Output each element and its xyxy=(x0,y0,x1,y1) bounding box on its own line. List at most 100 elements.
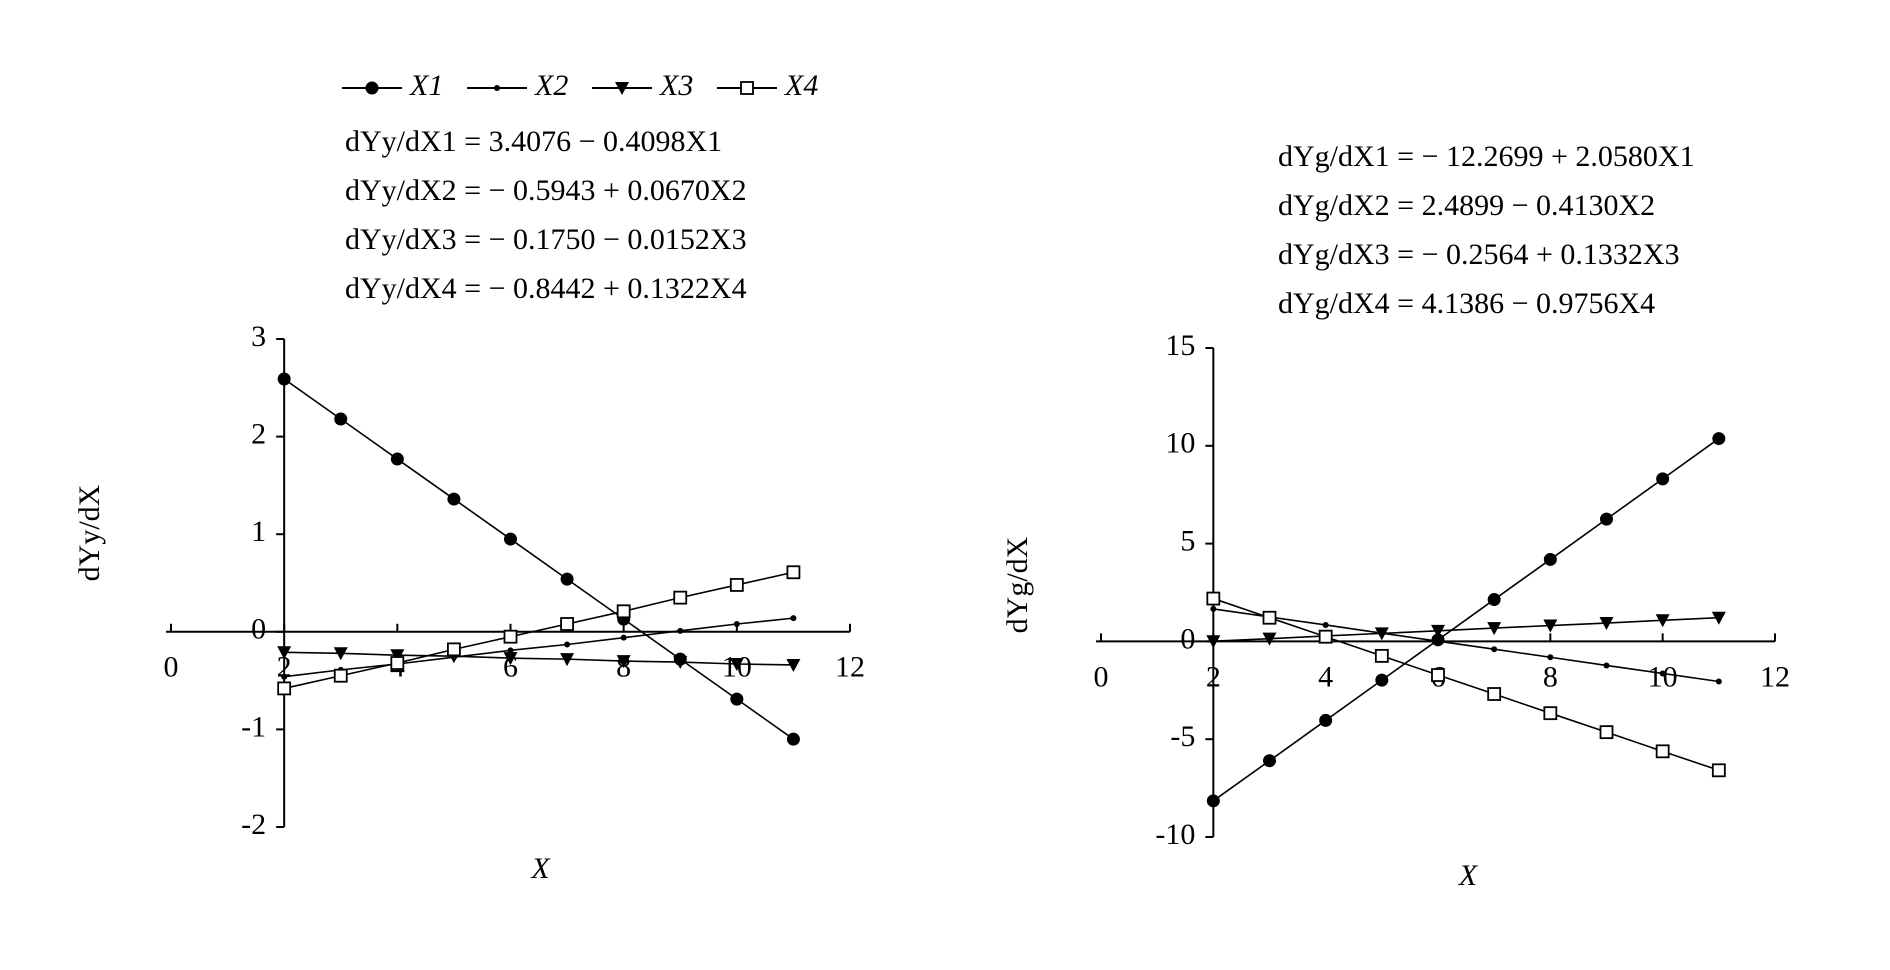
marker xyxy=(1600,512,1613,526)
y-axis-label: dYg/dX xyxy=(1001,536,1034,633)
marker xyxy=(333,668,348,683)
marker xyxy=(560,572,574,586)
marker xyxy=(1543,706,1558,721)
marker xyxy=(1487,622,1502,636)
y-tick-label: -5 xyxy=(1170,720,1195,753)
marker xyxy=(1206,635,1221,649)
marker xyxy=(616,604,631,619)
marker xyxy=(494,85,500,91)
marker xyxy=(1375,673,1389,687)
marker xyxy=(1656,472,1670,486)
marker xyxy=(1487,687,1502,701)
y-tick-label: 0 xyxy=(1180,622,1195,655)
marker xyxy=(1603,662,1610,669)
series-line xyxy=(1213,616,1719,643)
marker xyxy=(390,452,404,466)
marker xyxy=(281,673,288,680)
y-axis-label: dYy/dX xyxy=(73,484,106,581)
series-line xyxy=(284,617,794,678)
marker xyxy=(560,653,575,667)
marker xyxy=(1262,632,1277,646)
x-tick-label: 4 xyxy=(1318,660,1333,693)
marker xyxy=(729,658,744,672)
x-tick-label: 12 xyxy=(835,651,865,684)
marker xyxy=(507,647,514,654)
marker xyxy=(503,652,518,666)
marker xyxy=(1491,646,1498,653)
marker xyxy=(616,655,631,669)
marker xyxy=(1210,605,1217,612)
marker xyxy=(740,81,754,95)
marker xyxy=(1711,611,1726,625)
legend-label: X3 xyxy=(659,69,693,102)
x-axis-label: X xyxy=(1458,859,1479,892)
equation: dYy/dX4 = − 0.8442 + 0.1322X4 xyxy=(345,272,747,305)
marker xyxy=(1655,614,1670,628)
marker xyxy=(277,681,292,696)
marker xyxy=(1431,624,1445,638)
marker xyxy=(1543,552,1557,566)
series-line xyxy=(283,378,794,740)
series-line xyxy=(283,571,794,690)
marker xyxy=(786,732,800,746)
x-tick-label: 8 xyxy=(1543,660,1558,693)
marker xyxy=(334,412,348,426)
marker xyxy=(677,627,684,634)
x-tick-label: 0 xyxy=(1094,660,1109,693)
equation: dYg/dX3 = − 0.2564 + 0.1332X3 xyxy=(1278,238,1680,271)
marker xyxy=(1263,754,1276,768)
marker xyxy=(786,658,801,672)
equation: dYy/dX1 = 3.4076 − 0.4098X1 xyxy=(345,125,722,158)
series-line xyxy=(1213,608,1719,683)
y-tick-label: 2 xyxy=(251,417,266,450)
marker xyxy=(615,82,629,95)
marker xyxy=(1547,654,1554,661)
marker xyxy=(1374,627,1389,641)
marker xyxy=(673,656,688,670)
marker xyxy=(447,492,461,506)
marker xyxy=(1487,593,1501,607)
marker xyxy=(1374,648,1389,663)
marker xyxy=(1599,725,1614,740)
marker xyxy=(730,692,744,706)
marker xyxy=(504,532,517,546)
y-tick-label: -2 xyxy=(241,808,266,841)
marker xyxy=(790,615,797,622)
y-tick-label: 5 xyxy=(1180,524,1195,557)
equation: dYg/dX4 = 4.1386 − 0.9756X4 xyxy=(1278,287,1655,320)
marker xyxy=(1543,619,1558,633)
y-tick-label: 15 xyxy=(1165,329,1195,362)
marker xyxy=(620,634,627,641)
series-line xyxy=(284,651,794,666)
marker xyxy=(1431,668,1445,682)
marker xyxy=(1322,621,1329,628)
marker xyxy=(1659,670,1666,677)
marker xyxy=(1599,617,1614,631)
marker xyxy=(1318,629,1333,644)
marker xyxy=(1435,638,1441,645)
marker xyxy=(786,565,801,580)
marker xyxy=(1715,678,1722,685)
x-tick-label: 2 xyxy=(1206,660,1221,693)
marker xyxy=(1319,713,1333,727)
legend-label: X2 xyxy=(534,69,568,102)
marker xyxy=(365,81,379,95)
equation: dYy/dX3 = − 0.1750 − 0.0152X3 xyxy=(345,223,747,256)
marker xyxy=(564,641,571,648)
y-tick-label: 3 xyxy=(251,320,266,353)
marker xyxy=(1655,744,1670,759)
marker xyxy=(1206,794,1220,808)
marker xyxy=(277,646,292,660)
marker xyxy=(390,649,405,663)
legend-label: X4 xyxy=(784,69,818,102)
marker xyxy=(277,372,291,386)
series-line xyxy=(1213,597,1720,772)
marker xyxy=(729,578,744,592)
marker xyxy=(1206,591,1221,606)
x-axis-label: X xyxy=(530,852,551,885)
equation: dYy/dX2 = − 0.5943 + 0.0670X2 xyxy=(345,174,747,207)
marker xyxy=(1262,610,1277,625)
series-line xyxy=(1212,437,1720,802)
y-tick-label: 1 xyxy=(251,515,266,548)
y-tick-label: -10 xyxy=(1155,818,1195,851)
